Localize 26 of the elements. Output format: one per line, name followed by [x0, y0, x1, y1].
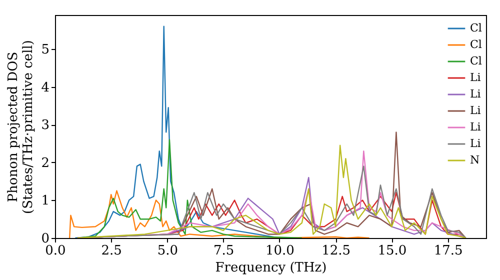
x-tick-label: 5.0 — [157, 244, 178, 258]
y-axis-title: Phonon projected DOS (States/THz·primitive cell) — [6, 40, 36, 214]
legend-label: Li — [470, 88, 482, 100]
legend-label: Li — [470, 71, 482, 84]
legend-label: Cl — [470, 38, 482, 51]
x-tick-label: 10.0 — [266, 244, 294, 258]
x-tick-label: 0.0 — [45, 244, 66, 258]
y-tick-label: 5 — [41, 42, 50, 58]
x-tick-label: 7.5 — [214, 244, 234, 258]
line-series — [76, 139, 303, 238]
line-series — [68, 190, 370, 238]
x-tick-label: 2.5 — [101, 244, 122, 258]
y-tick-label: 3 — [41, 118, 50, 134]
legend-label: Li — [470, 137, 482, 150]
x-tick-label: 15.0 — [378, 244, 407, 258]
x-axis-title: Frequency (THz) — [215, 260, 327, 276]
x-tick-label: 12.5 — [322, 244, 351, 258]
legend-label: Li — [470, 120, 482, 134]
y-tick-label: 1 — [41, 194, 50, 209]
y-tick-label: 2 — [41, 156, 50, 171]
x-tick-label: 17.5 — [434, 244, 463, 258]
legend-label: Li — [470, 104, 482, 117]
legend-label: Cl — [470, 54, 482, 68]
y-tick-label: 4 — [41, 80, 50, 96]
legend-label: N — [470, 154, 480, 166]
legend-label: Cl — [470, 22, 482, 34]
